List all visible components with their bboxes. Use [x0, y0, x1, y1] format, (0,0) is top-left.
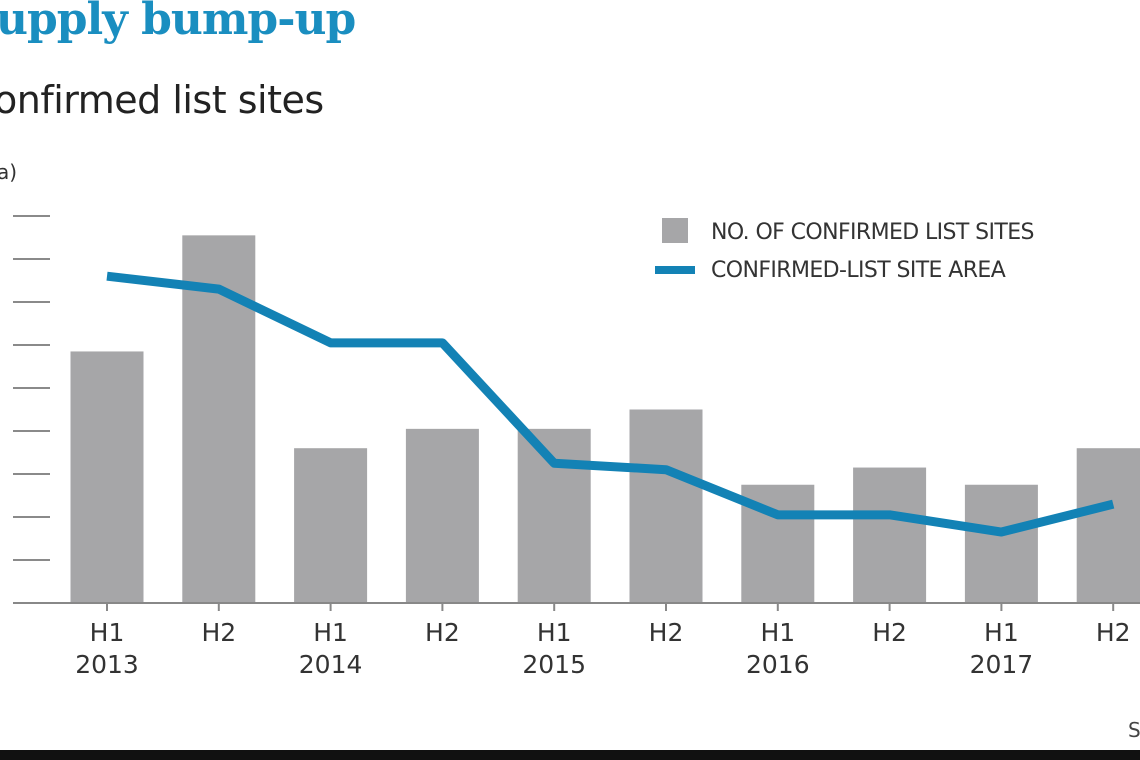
x-tick-label: H2 — [201, 618, 236, 647]
line-series-site-area — [106, 271, 1115, 537]
chart-title: upply bump-up — [0, 0, 356, 45]
legend-swatch-bar — [662, 218, 688, 243]
x-tick-year-label: 2016 — [746, 650, 810, 679]
x-tick-year-label: 2013 — [75, 650, 139, 679]
bottom-band — [0, 750, 1140, 760]
x-tick-year-label: 2014 — [299, 650, 363, 679]
legend-label-bar: NO. OF CONFIRMED LIST SITES — [711, 220, 1034, 245]
bar — [853, 467, 927, 603]
x-tick-year-label: 2015 — [522, 650, 586, 679]
x-tick-label: H1 — [984, 618, 1019, 647]
x-tick-year-label: 2017 — [970, 650, 1034, 679]
bar — [294, 448, 368, 603]
x-tick-label: H1 — [313, 618, 348, 647]
x-tick-label: H2 — [425, 618, 460, 647]
bar — [1076, 448, 1140, 603]
x-tick-label: H2 — [1096, 618, 1131, 647]
x-axis-ticks: H1 2013 H2 H1 2014 H2 H1 2015 H2 H1 2016 H2 H1 2017 H2 — [75, 603, 1131, 679]
x-tick-label: H1 — [760, 618, 795, 647]
bar — [70, 351, 144, 603]
gridlines — [13, 215, 50, 561]
x-tick-label: H2 — [649, 618, 684, 647]
bar — [517, 428, 591, 603]
bar — [629, 409, 703, 603]
x-tick-label: H2 — [872, 618, 907, 647]
legend: NO. OF CONFIRMED LIST SITES CONFIRMED-LI… — [655, 218, 1035, 283]
x-tick-label: H1 — [90, 618, 125, 647]
source-label: S — [1128, 718, 1140, 742]
y-axis-unit-label: a) — [0, 160, 18, 184]
chart-subtitle: onfirmed list sites — [0, 78, 324, 122]
bar — [405, 428, 479, 603]
legend-label-line: CONFIRMED-LIST SITE AREA — [711, 258, 1006, 283]
bar — [964, 484, 1038, 603]
x-tick-label: H1 — [537, 618, 572, 647]
